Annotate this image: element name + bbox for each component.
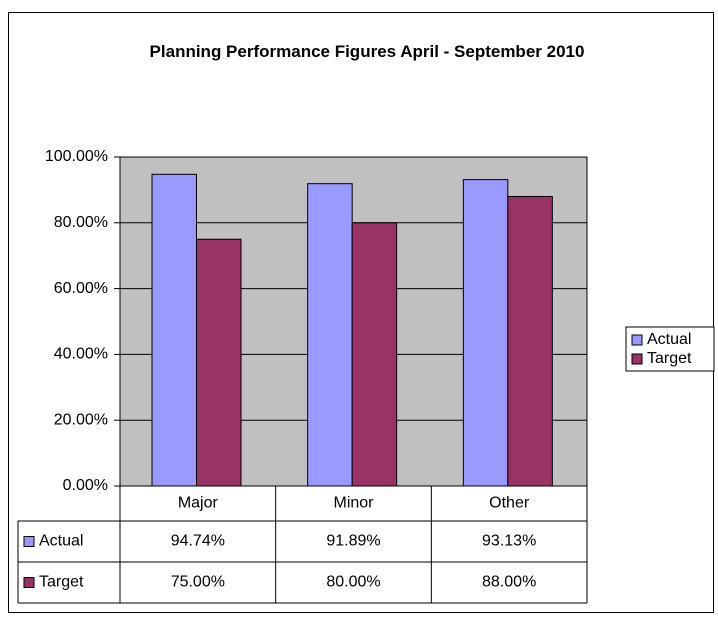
table-series-name: Actual — [39, 533, 83, 550]
legend-key — [631, 334, 643, 346]
table-legend-key — [23, 577, 35, 588]
bar — [507, 195, 553, 487]
data-table-value: 94.74% — [171, 533, 225, 550]
bar — [462, 179, 509, 487]
bar — [151, 173, 197, 487]
data-table-value: 93.13% — [482, 533, 536, 550]
table-series-name: Target — [39, 574, 84, 591]
y-tick-label: 100.00% — [45, 148, 108, 165]
y-tick-label: 20.00% — [54, 411, 108, 428]
data-table-value: 80.00% — [326, 574, 380, 591]
data-table-value: 91.89% — [326, 533, 380, 550]
y-tick-label: 80.00% — [54, 214, 108, 231]
data-table-value: 88.00% — [482, 574, 536, 591]
table-legend-key — [23, 536, 35, 547]
x-tick-label: Major — [178, 495, 219, 512]
y-tick-label: 60.00% — [54, 280, 108, 297]
legend-label: Actual — [647, 331, 691, 348]
y-tick-label: 40.00% — [54, 346, 108, 363]
data-table-value: 75.00% — [171, 574, 225, 591]
legend-label: Target — [647, 350, 692, 367]
bar — [196, 238, 242, 487]
x-tick-label: Other — [489, 495, 530, 512]
legend-key — [631, 353, 643, 365]
x-tick-label: Minor — [333, 495, 374, 512]
chart-border — [8, 12, 714, 613]
chart-title: Planning Performance Figures April - Sep… — [149, 42, 585, 61]
y-tick-label: 0.00% — [63, 477, 108, 494]
bar — [351, 222, 398, 487]
bar — [307, 183, 353, 487]
